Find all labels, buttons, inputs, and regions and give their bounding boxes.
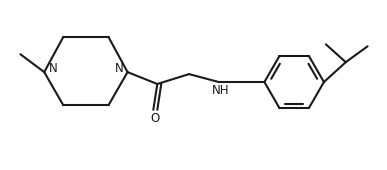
Text: O: O bbox=[151, 112, 160, 125]
Text: N: N bbox=[115, 62, 123, 75]
Text: N: N bbox=[49, 62, 58, 75]
Text: NH: NH bbox=[212, 84, 229, 97]
